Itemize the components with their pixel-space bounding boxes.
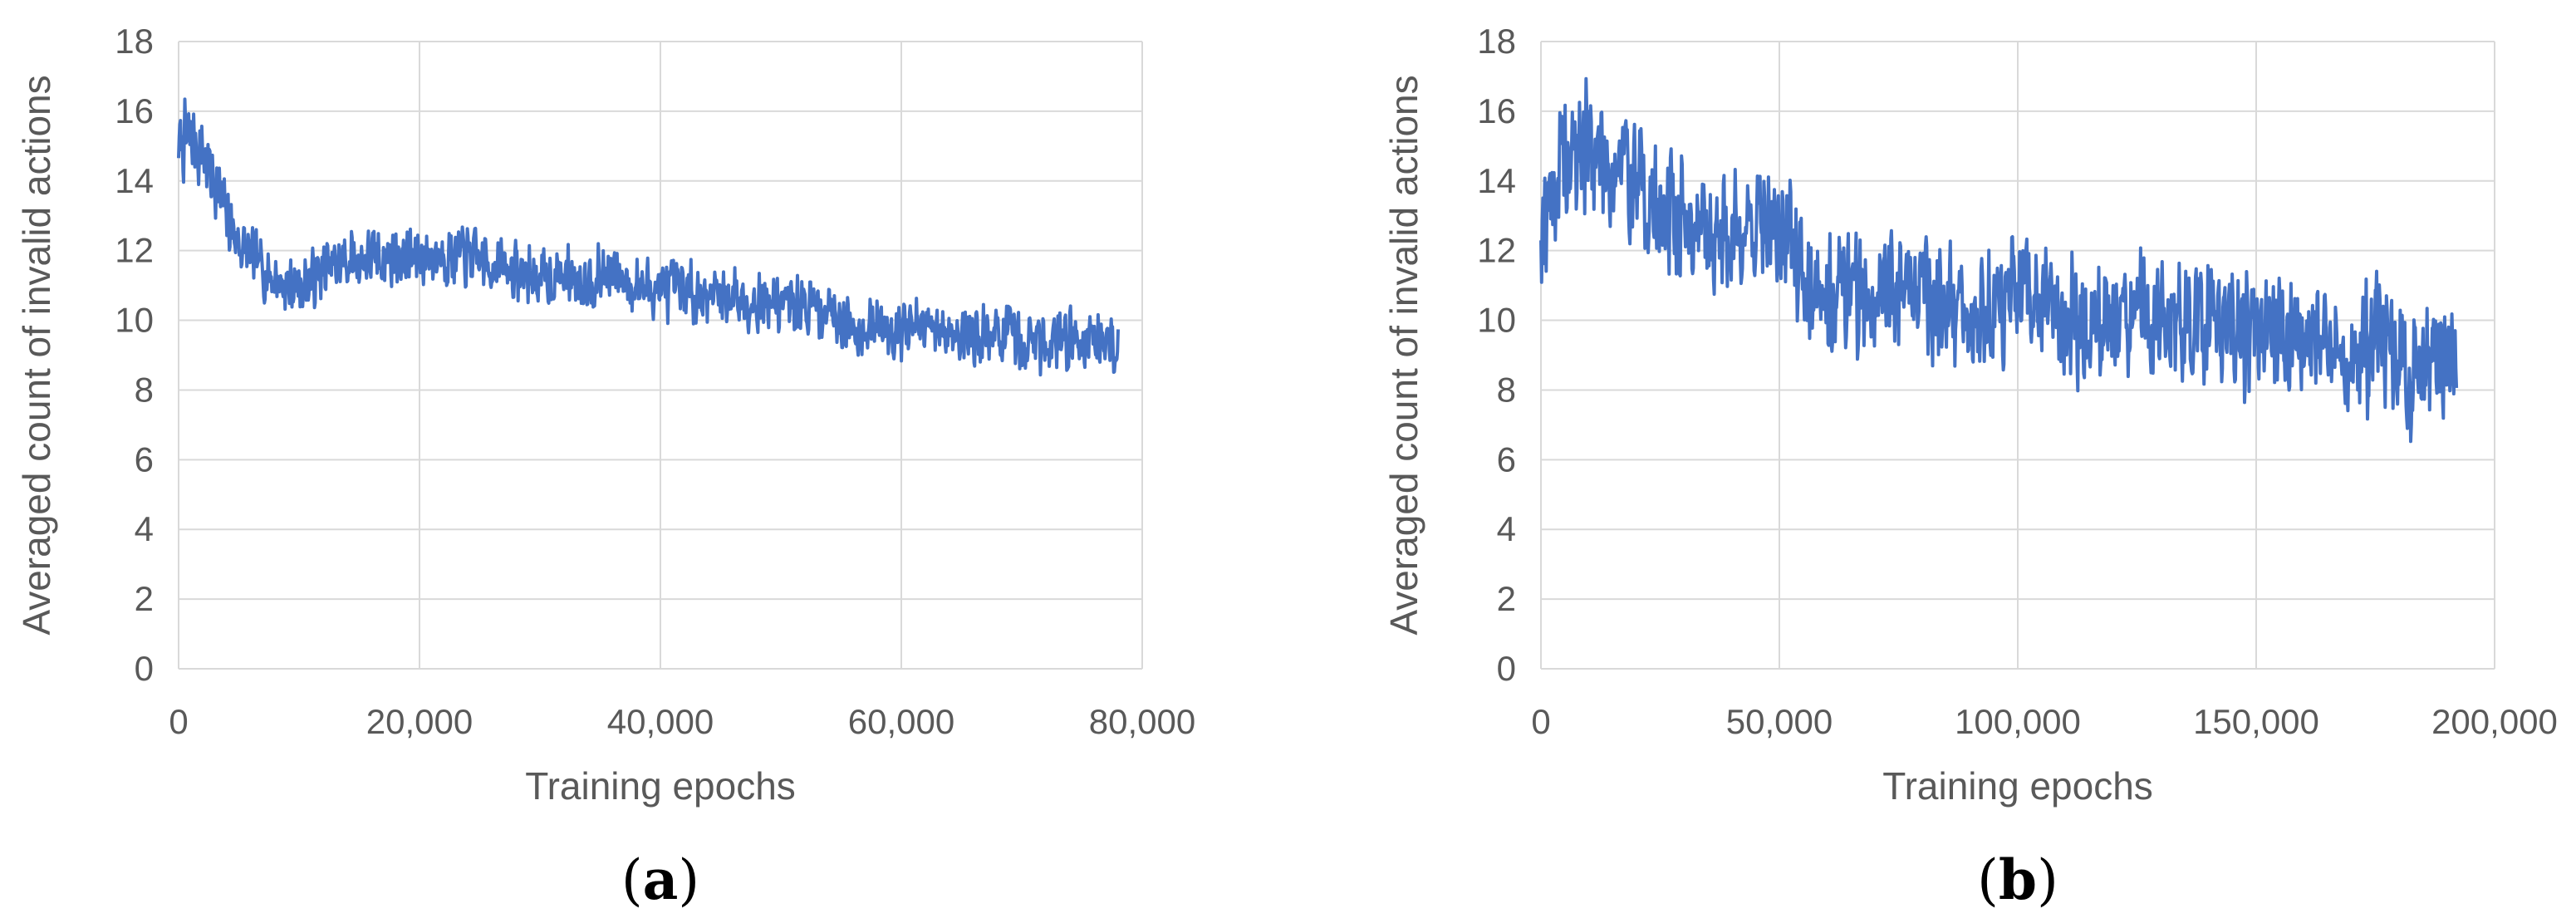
y-tick-label: 16 (115, 91, 154, 130)
y-tick-label: 4 (1497, 509, 1516, 548)
x-axis-title: Training epochs (1882, 764, 2153, 808)
y-axis-title: Averaged count of invalid actions (15, 75, 58, 635)
y-tick-label: 14 (1477, 161, 1516, 200)
y-tick-label: 10 (1477, 301, 1516, 340)
y-tick-label: 12 (115, 231, 154, 270)
x-tick-label: 150,000 (2193, 702, 2319, 741)
y-tick-label: 0 (1497, 649, 1516, 688)
y-tick-label: 6 (135, 439, 154, 479)
y-tick-label: 12 (1477, 231, 1516, 270)
y-tick-label: 8 (1497, 370, 1516, 409)
x-tick-label: 0 (169, 702, 188, 741)
panel-label: (b) (1977, 847, 2058, 912)
chart-panel-a: 0 2 4 6 8 10 12 14 16 18 0 20,000 40,000 60,000 80,000… (15, 22, 1195, 912)
y-tick-label: 14 (115, 161, 154, 200)
y-tick-label: 8 (135, 370, 154, 409)
x-tick-label: 60,000 (848, 702, 954, 741)
x-axis-title: Training epochs (525, 764, 796, 808)
panel-label: (a) (621, 847, 699, 912)
series-line (177, 97, 1120, 377)
y-tick-label: 18 (115, 22, 154, 61)
series-line (1539, 76, 2459, 444)
y-tick-label: 10 (115, 301, 154, 340)
chart-panel-b: 0 2 4 6 8 10 12 14 16 18 0 50,000 100,000 150,000 200,… (1382, 22, 2558, 912)
x-tick-label: 20,000 (366, 702, 473, 741)
y-tick-label: 6 (1497, 439, 1516, 479)
x-tick-label: 50,000 (1726, 702, 1833, 741)
x-tick-label: 40,000 (607, 702, 714, 741)
x-tick-label: 100,000 (1955, 702, 2081, 741)
y-tick-label: 0 (135, 649, 154, 688)
y-tick-label: 2 (1497, 579, 1516, 618)
x-tick-label: 200,000 (2431, 702, 2558, 741)
x-tick-label: 0 (1531, 702, 1550, 741)
y-tick-label: 16 (1477, 91, 1516, 130)
y-tick-label: 18 (1477, 22, 1516, 61)
y-tick-label: 4 (135, 509, 154, 548)
x-tick-label: 80,000 (1089, 702, 1195, 741)
y-axis-title: Averaged count of invalid actions (1382, 75, 1425, 635)
y-tick-label: 2 (135, 579, 154, 618)
